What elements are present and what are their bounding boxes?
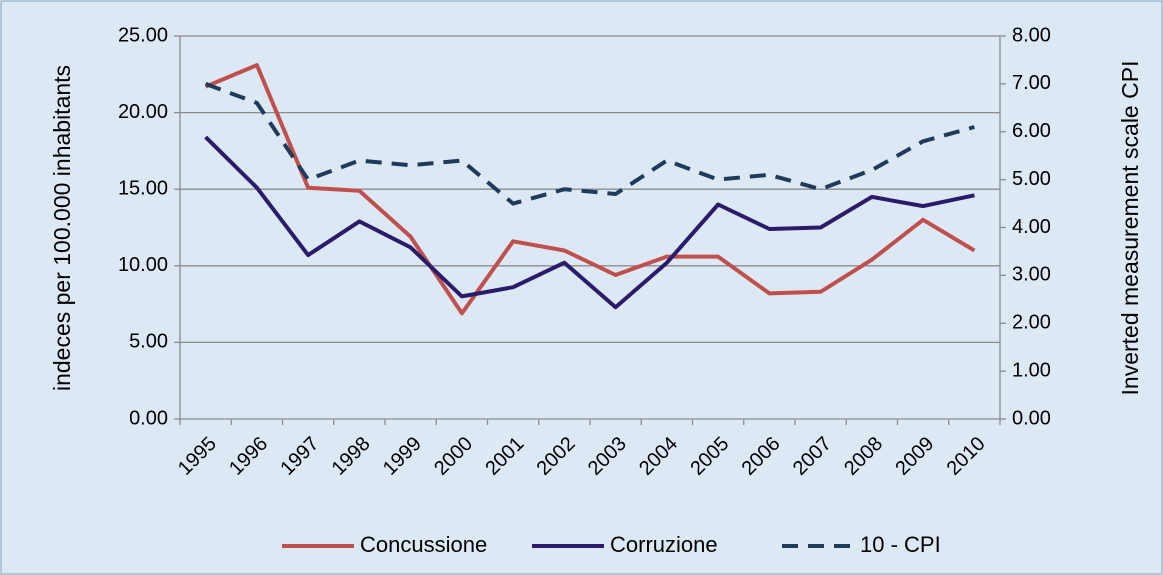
legend-label: 10 - CPI [860,532,941,557]
y-tick-label: 15.00 [118,177,168,199]
y2-axis-title: Inverted measurement scale CPI [1117,61,1143,396]
series-line [204,82,975,206]
legend-label: Corruzione [610,532,718,557]
y2-tick-label: 8.00 [1012,24,1051,46]
y-tick-label: 5.00 [129,331,168,353]
y2-tick-label: 2.00 [1012,312,1051,334]
y-tick-label: 0.00 [129,407,168,429]
y2-tick-label: 4.00 [1012,216,1051,238]
y2-tick-label: 5.00 [1012,168,1051,190]
y2-tick-label: 1.00 [1012,359,1051,381]
y-tick-label: 25.00 [118,24,168,46]
y2-tick-label: 7.00 [1012,72,1051,94]
y-tick-label: 10.00 [118,254,168,276]
legend-label: Concussione [360,532,487,557]
y-tick-label: 20.00 [118,101,168,123]
y2-tick-label: 6.00 [1012,120,1051,142]
y2-tick-label: 3.00 [1012,264,1051,286]
y-axis-title: indeces per 100.000 inhabitants [49,65,75,391]
series-line [204,63,976,316]
series-line [204,135,975,310]
y2-tick-label: 0.00 [1012,407,1051,429]
